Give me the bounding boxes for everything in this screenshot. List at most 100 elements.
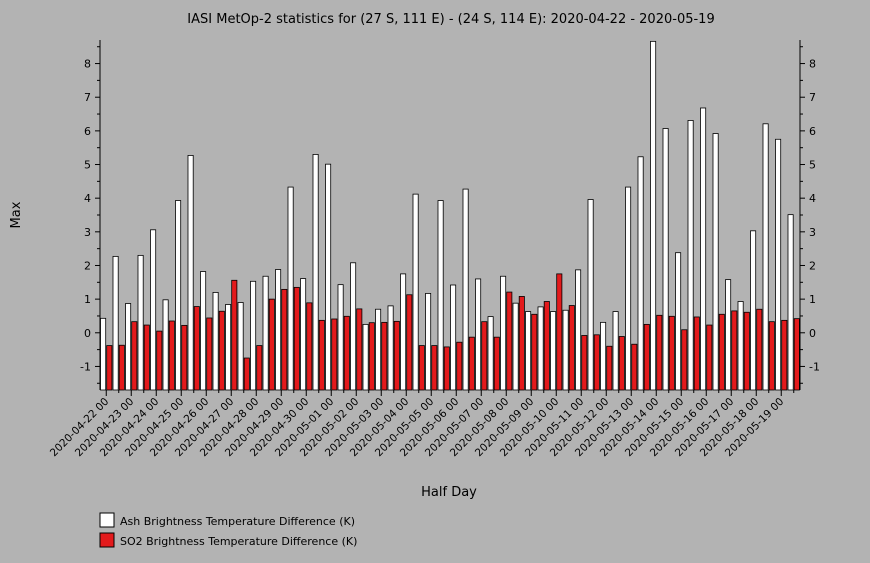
bar-ash (762, 123, 769, 391)
y-tick-label-right: 5 (809, 159, 816, 172)
bar-so2 (218, 310, 225, 391)
legend: Ash Brightness Temperature Difference (K… (99, 512, 357, 548)
bar-so2 (168, 320, 175, 391)
bar-ash (437, 200, 444, 391)
bar-so2 (693, 316, 700, 391)
bar-so2 (281, 288, 288, 391)
y-tick-label-right: 8 (809, 58, 816, 71)
bar-ash (412, 193, 419, 391)
bar-so2 (781, 319, 788, 391)
bar-so2 (406, 294, 413, 391)
bar-ash (375, 308, 382, 391)
axes-layer: -1 -1 0 0 1 1 2 2 3 3 4 4 5 5 6 6 7 7 8 8 (80, 40, 820, 390)
bar-so2 (518, 296, 525, 391)
bar-ash (450, 284, 457, 391)
bar-so2 (393, 320, 400, 391)
bar-so2 (706, 324, 713, 391)
bar-ash (337, 284, 344, 391)
bar-ash (125, 303, 132, 391)
bar-ash (362, 323, 369, 391)
bar-ash (675, 252, 682, 391)
y-tick-label-left: 4 (84, 192, 91, 205)
y-tick-label-left: 8 (84, 58, 91, 71)
bar-ash (612, 311, 619, 391)
bar-so2 (118, 344, 125, 391)
legend-swatch-so2 (99, 532, 115, 548)
bar-ash (300, 278, 307, 391)
bar-ash (637, 156, 644, 391)
bar-so2 (543, 301, 550, 391)
bar-so2 (593, 334, 600, 391)
y-tick-label-left: 0 (84, 327, 91, 340)
bar-ash (212, 291, 219, 391)
bar-ash (312, 154, 319, 391)
bar-ash (250, 280, 257, 391)
y-tick-label-right: 1 (809, 293, 816, 306)
bar-so2 (268, 298, 275, 391)
bar-ash (475, 278, 482, 391)
bar-ash (100, 317, 107, 391)
bar-so2 (193, 306, 200, 391)
bar-ash (600, 321, 607, 391)
bar-ash (787, 214, 794, 391)
y-tick-label-left: 6 (84, 125, 91, 138)
bar-ash (625, 186, 632, 391)
bar-ash (562, 309, 569, 391)
y-tick-label-left: 3 (84, 226, 91, 239)
y-tick-label-right: -1 (809, 360, 820, 373)
bar-so2 (468, 336, 475, 391)
bar-so2 (756, 308, 763, 391)
bar-ash (462, 188, 469, 391)
bar-ash (175, 200, 182, 391)
bar-so2 (156, 330, 163, 391)
y-axis-label: Max (9, 201, 24, 228)
bar-ash (200, 271, 207, 391)
bar-ash (750, 230, 757, 391)
y-tick-label-right: 0 (809, 327, 816, 340)
y-tick-label-left: 1 (84, 293, 91, 306)
bar-ash (137, 254, 144, 391)
bar-ash (662, 128, 669, 391)
bar-so2 (418, 345, 425, 391)
legend-label-so2: SO2 Brightness Temperature Difference (K… (120, 535, 357, 548)
bar-ash (575, 269, 582, 391)
bar-so2 (431, 345, 438, 391)
bar-so2 (243, 357, 250, 391)
bar-so2 (256, 345, 263, 391)
bar-so2 (743, 311, 750, 391)
bar-ash (162, 299, 169, 391)
bar-so2 (181, 324, 188, 391)
y-tick-label-left: 5 (84, 159, 91, 172)
bar-ash (287, 186, 294, 391)
bar-ash (525, 311, 532, 391)
bar-ash (487, 316, 494, 391)
bar-ash (112, 255, 119, 391)
bar-so2 (206, 317, 213, 391)
legend-swatch-ash (99, 512, 115, 528)
bar-so2 (768, 321, 775, 391)
bar-so2 (318, 319, 325, 391)
bar-so2 (556, 273, 563, 391)
bar-ash (400, 273, 407, 391)
y-tick-label-right: 6 (809, 125, 816, 138)
bar-ash (512, 302, 519, 391)
bar-so2 (681, 329, 688, 391)
bar-so2 (793, 318, 800, 391)
bar-ash (650, 40, 657, 391)
bar-ash (425, 293, 432, 391)
bar-ash (325, 163, 332, 391)
y-tick-label-right: 2 (809, 259, 816, 272)
bar-ash (737, 301, 744, 391)
bar-so2 (343, 315, 350, 391)
bar-so2 (481, 321, 488, 391)
bar-ash (775, 138, 782, 391)
bar-ash (587, 199, 594, 391)
bar-ash (500, 275, 507, 391)
bar-so2 (306, 302, 313, 391)
bar-ash (687, 120, 694, 391)
bar-so2 (568, 305, 575, 391)
bar-ash (262, 275, 269, 391)
y-tick-label-right: 7 (809, 91, 816, 104)
